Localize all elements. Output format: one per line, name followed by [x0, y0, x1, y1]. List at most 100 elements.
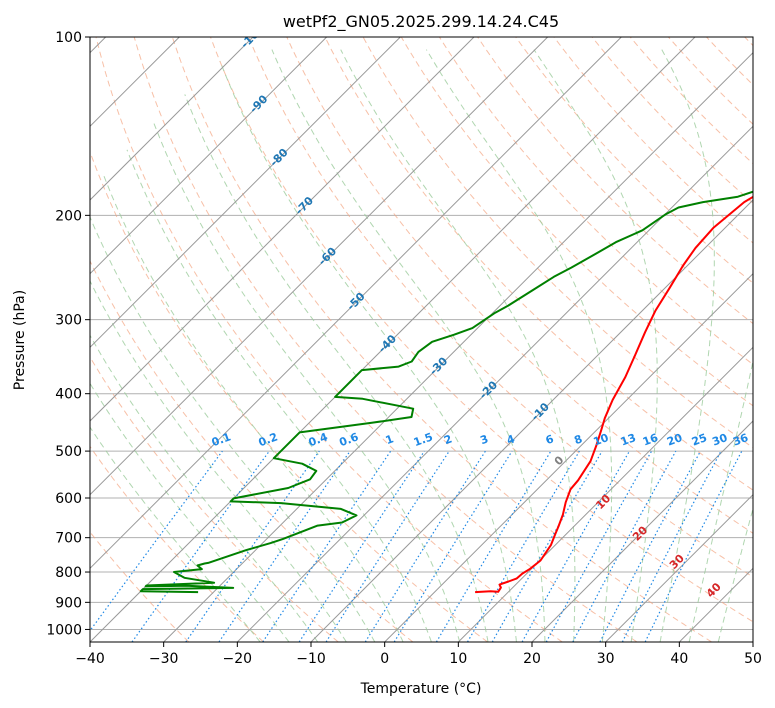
mixing-ratio-lines [90, 450, 743, 642]
y-tick-label: 700 [55, 531, 82, 547]
moist-adiabat-line [219, 61, 517, 642]
isotherm-line [310, 199, 753, 642]
dry-adiabat-line [324, 37, 753, 491]
x-tick-label: 20 [523, 651, 541, 667]
plot-frame [89, 36, 754, 643]
moist-adiabat-line [102, 173, 404, 642]
moist-adiabat-line [184, 94, 489, 642]
mixing-ratio-label: 36 [731, 431, 750, 449]
moist-adiabat-line [90, 215, 376, 642]
mixing-ratio-line [298, 450, 425, 642]
dry-adiabat-line [95, 37, 563, 642]
x-tick-label: −40 [75, 651, 105, 667]
isotherm-line [90, 37, 328, 275]
isotherm-line [90, 37, 401, 349]
y-tick-label: 100 [55, 30, 82, 46]
moist-adiabat-line [659, 49, 715, 642]
moist-adiabat-line [90, 279, 347, 642]
dry-adiabat-line [248, 37, 753, 578]
mixing-ratio-label: 2 [442, 432, 454, 447]
x-tick-label: 40 [670, 651, 688, 667]
y-tick-label: 500 [55, 444, 82, 460]
dry-adiabat-line [515, 37, 753, 284]
mixing-ratio-label: 25 [690, 431, 709, 448]
plot-area: -100-90-80-70-60-50-40-30-20-100.10.20.4… [90, 37, 753, 642]
isotherm-line [90, 37, 549, 496]
isotherm-line [90, 37, 254, 201]
dry-adiabat-line [171, 37, 712, 642]
dewpoint-profile-line [139, 190, 753, 594]
mixing-ratio-line [325, 450, 450, 642]
mixing-ratio-line [644, 450, 743, 642]
dry-adiabat-line [210, 37, 753, 623]
temperature-profile-line [475, 195, 753, 594]
mixing-ratio-label: 3 [478, 432, 490, 447]
moist-adiabat-line [340, 49, 576, 642]
mixing-ratio-label: 0.1 [210, 430, 233, 449]
mixing-ratio-line [185, 450, 320, 642]
mixing-ratio-label: 30 [710, 431, 729, 449]
mixing-ratio-label: 0.2 [257, 430, 280, 449]
isotherm-line [531, 420, 753, 642]
x-tick-label: −10 [296, 651, 326, 667]
y-tick-label: 600 [55, 491, 82, 507]
moist-adiabat-line [90, 426, 261, 642]
mixing-ratio-line [572, 450, 677, 642]
dry-adiabats [90, 37, 753, 642]
y-tick-label: 300 [55, 313, 82, 329]
x-tick-label: 10 [449, 651, 467, 667]
isotherm-line [90, 37, 696, 642]
x-axis-label: Temperature (°C) [360, 681, 482, 697]
x-tick-label: −20 [223, 651, 253, 667]
dry-adiabat-line [90, 445, 264, 642]
moist-adiabat-line [126, 149, 432, 642]
mixing-ratio-line [218, 450, 351, 642]
mixing-ratio-label: 0.6 [338, 430, 361, 449]
axes: −40 −30 −20 −10 0 10 20 30 40 5010020030040050060… [46, 30, 762, 667]
mixing-ratio-line [393, 450, 513, 642]
moist-adiabat-line [717, 506, 753, 642]
isotherm-line [90, 37, 475, 422]
mixing-ratio-label: 20 [665, 431, 684, 449]
x-tick-label: 30 [597, 651, 615, 667]
x-tick-label: −30 [149, 651, 179, 667]
mixing-ratio-label: 4 [505, 432, 517, 447]
dry-adiabat-line [90, 356, 339, 642]
isotherm-line [163, 51, 753, 642]
mixing-ratio-label: 0.4 [307, 430, 330, 449]
x-tick-label: 0 [380, 651, 389, 667]
y-tick-label: 1000 [46, 622, 82, 638]
mixing-ratio-line [90, 450, 223, 632]
mixing-ratio-label: 16 [641, 431, 660, 449]
mixing-ratio-label: 6 [544, 432, 556, 447]
y-tick-label: 800 [55, 565, 82, 581]
isotherm-line [384, 272, 753, 642]
mixing-ratio-line [131, 450, 270, 642]
isotherm-line [605, 493, 753, 642]
mixing-ratio-label: 8 [572, 432, 584, 447]
isotherm-line [457, 346, 753, 642]
moist-adiabat-line [90, 334, 319, 642]
mixing-ratio-label: 13 [619, 431, 638, 448]
pressure-grid [90, 37, 753, 630]
isotherms [90, 37, 753, 642]
mixing-ratio-label: 1 [384, 432, 396, 447]
mixing-ratio-line [262, 450, 392, 642]
x-tick-label: 50 [744, 651, 762, 667]
isotherm-line [90, 37, 622, 570]
dry-adiabat-line [286, 37, 753, 534]
mixing-ratio-line [545, 450, 653, 642]
moist-adiabat-line [533, 49, 658, 642]
isotherm-line [236, 125, 753, 642]
mixing-ratio-label: 10 [592, 431, 611, 449]
y-tick-label: 900 [55, 595, 82, 611]
y-tick-label: 400 [55, 387, 82, 403]
y-axis-label: Pressure (hPa) [12, 290, 28, 390]
chart-title: wetPf2_GN05.2025.299.14.24.C45 [283, 12, 559, 32]
moist-adiabat-line [271, 49, 546, 642]
mixing-ratio-label: 1.5 [412, 430, 435, 449]
moist-adiabat-line [688, 358, 753, 642]
moist-adiabat-line [153, 123, 461, 642]
profile-series [139, 190, 753, 594]
